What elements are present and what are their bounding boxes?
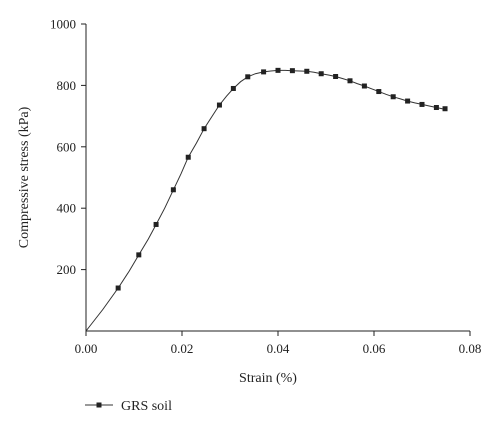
data-point [390, 94, 396, 100]
y-tick-label: 600 [57, 139, 77, 154]
data-point [261, 69, 267, 75]
series-line [85, 69, 448, 332]
data-point [201, 126, 207, 132]
data-point [318, 71, 324, 77]
data-point [230, 85, 236, 91]
data-point [275, 67, 281, 73]
data-point [153, 221, 159, 227]
x-tick-label: 0.04 [267, 341, 290, 356]
y-tick-label: 800 [57, 78, 77, 93]
data-point [333, 73, 339, 79]
y-axis-title: Compressive stress (kPa) [17, 106, 32, 248]
y-tick-label: 1000 [50, 17, 76, 32]
x-axis-title: Strain (%) [239, 371, 297, 386]
y-tick-label: 400 [57, 201, 77, 216]
data-point [361, 83, 367, 89]
x-tick-label: 0.02 [171, 341, 194, 356]
data-point [347, 78, 353, 84]
data-point [115, 285, 121, 291]
series [85, 67, 448, 332]
data-point [405, 98, 411, 104]
data-point [185, 154, 191, 160]
ticks: 0.00 0.02 0.04 0.06 0.08 200 400 600 800 1000 [50, 17, 481, 357]
x-tick-label: 0.08 [459, 341, 482, 356]
data-point [304, 68, 310, 74]
data-point [245, 74, 251, 80]
data-point [442, 106, 448, 112]
data-point [419, 101, 425, 107]
legend-label: GRS soil [121, 399, 172, 414]
data-point [170, 187, 176, 193]
x-tick-label: 0.00 [75, 341, 98, 356]
data-point [289, 68, 295, 74]
data-point [136, 252, 142, 258]
data-point [433, 105, 439, 111]
x-tick-label: 0.06 [363, 341, 386, 356]
data-point [376, 89, 382, 95]
data-point [216, 102, 222, 108]
y-tick-label: 200 [57, 262, 77, 277]
legend: GRS soil [85, 399, 172, 414]
legend-marker [96, 402, 102, 408]
